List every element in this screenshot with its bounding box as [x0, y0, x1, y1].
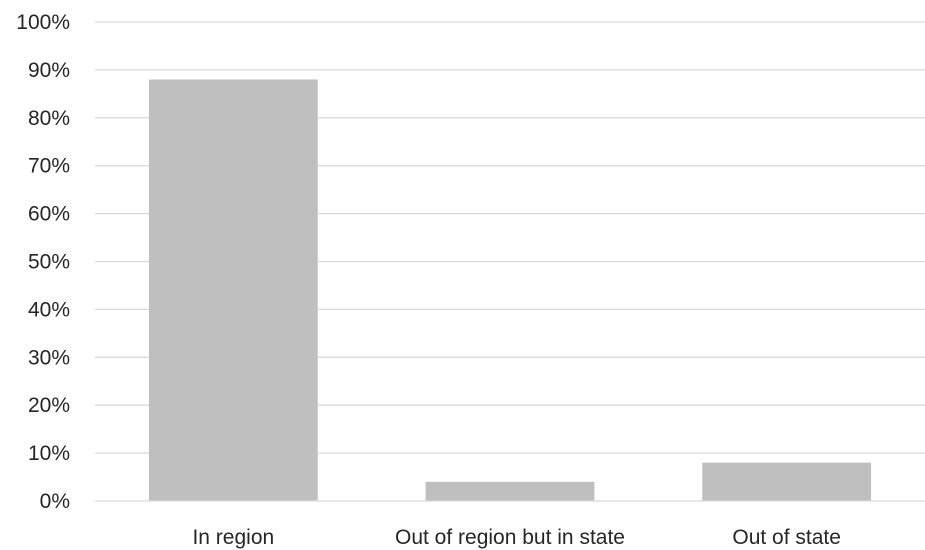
y-tick-label: 100% [16, 11, 70, 34]
y-tick-label: 0% [40, 490, 70, 513]
bar-3 [702, 462, 872, 501]
y-tick-label: 80% [28, 107, 70, 130]
y-tick-label: 20% [28, 394, 70, 417]
bars [148, 79, 872, 501]
x-category-label: Out of state [732, 526, 841, 549]
y-tick-label: 60% [28, 203, 70, 226]
y-tick-label: 90% [28, 59, 70, 82]
y-tick-label: 70% [28, 155, 70, 178]
y-tick-label: 10% [28, 442, 70, 465]
y-axis-tick-labels: 0% 10% 20% 30% 40% 50% 60% 70% 80% 90% 100% [16, 11, 70, 513]
bar-2 [425, 481, 595, 501]
y-tick-label: 30% [28, 346, 70, 369]
bar-1 [148, 79, 318, 501]
x-category-label: In region [192, 526, 274, 549]
y-tick-label: 50% [28, 251, 70, 274]
y-tick-label: 40% [28, 298, 70, 321]
x-category-label: Out of region but in state [395, 526, 625, 549]
x-axis-category-labels: In region Out of region but in state Out o… [192, 526, 840, 549]
